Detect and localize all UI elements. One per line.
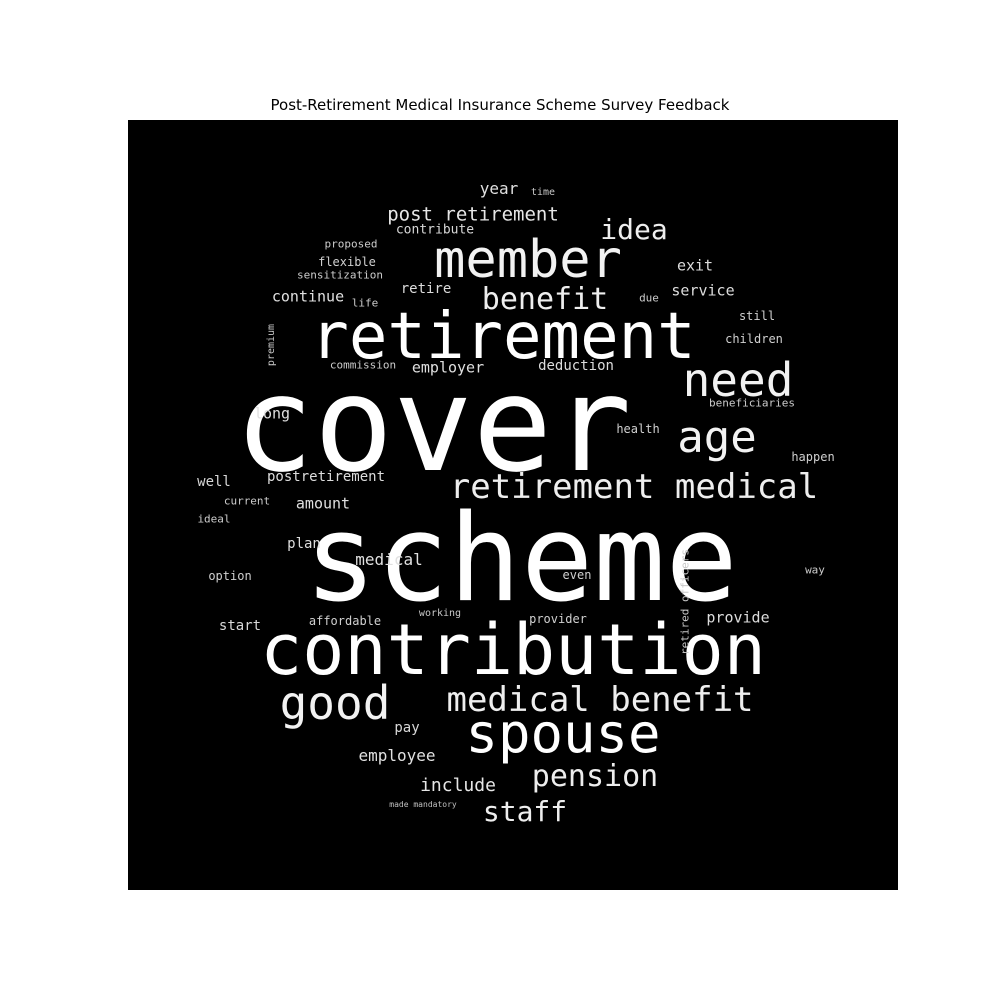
word-employee: employee (358, 746, 436, 765)
word-premium: premium (266, 323, 277, 367)
word-long: long (253, 404, 291, 423)
word-sensitization: sensitization (296, 268, 384, 282)
word-medical: medical (355, 550, 423, 569)
word-employer: employer (411, 358, 485, 377)
word-ideal: ideal (197, 512, 231, 526)
word-contribution: contribution (260, 609, 766, 691)
word-cloud: cover scheme contribution retirement mem… (128, 120, 898, 890)
word-age: age (677, 412, 757, 463)
word-plan: plan (287, 536, 321, 552)
word-postretirement: postretirement (266, 469, 386, 485)
word-year: year (479, 179, 519, 198)
chart-title: Post-Retirement Medical Insurance Scheme… (270, 96, 730, 114)
word-life: life (351, 296, 379, 310)
word-children: children (725, 332, 783, 346)
word-way: way (805, 563, 825, 577)
word-start: start (218, 618, 262, 634)
word-service: service (671, 281, 735, 300)
word-option: option (208, 569, 252, 583)
word-contribute: contribute (395, 222, 475, 238)
word-amount: amount (295, 494, 351, 513)
word-retire: retire (400, 281, 452, 297)
word-post-retirement: post retirement (387, 203, 559, 226)
word-health: health (616, 422, 660, 436)
word-due: due (639, 291, 659, 305)
word-continue: continue (271, 287, 345, 306)
word-pension: pension (531, 759, 659, 794)
word-need: need (682, 353, 794, 407)
word-happen: happen (791, 450, 835, 464)
word-benefit: benefit (481, 282, 609, 317)
word-provider: provider (529, 612, 587, 626)
word-cover: cover (234, 348, 632, 502)
word-provide: provide (706, 608, 770, 627)
word-proposed: proposed (324, 237, 378, 251)
word-good: good (279, 676, 391, 730)
word-affordable: affordable (308, 614, 382, 628)
word-current: current (223, 494, 271, 508)
word-scheme: scheme (304, 490, 738, 629)
word-idea: idea (600, 213, 668, 246)
word-beneficiaries: beneficiaries (708, 396, 796, 410)
word-exit: exit (676, 256, 714, 275)
word-well: well (197, 474, 231, 490)
word-even: even (562, 568, 592, 582)
word-still: still (738, 309, 776, 323)
word-flexible: flexible (318, 255, 376, 269)
word-working: working (418, 608, 462, 619)
word-retirement: retirement (310, 300, 696, 374)
word-deduction: deduction (538, 358, 614, 374)
word-medical-benefit: medical benefit (446, 680, 754, 720)
word-member: member (434, 230, 622, 290)
word-pay: pay (394, 720, 420, 736)
word-time: time (530, 187, 556, 198)
word-spouse: spouse (465, 702, 661, 765)
word-retirement-medical: retirement medical (449, 467, 819, 507)
word-include: include (420, 775, 496, 796)
word-commission: commission (329, 358, 397, 372)
word-staff: staff (482, 795, 568, 828)
word-made-mandatory: made mandatory (389, 800, 457, 809)
word-retired-officers: retired officers (678, 549, 692, 655)
